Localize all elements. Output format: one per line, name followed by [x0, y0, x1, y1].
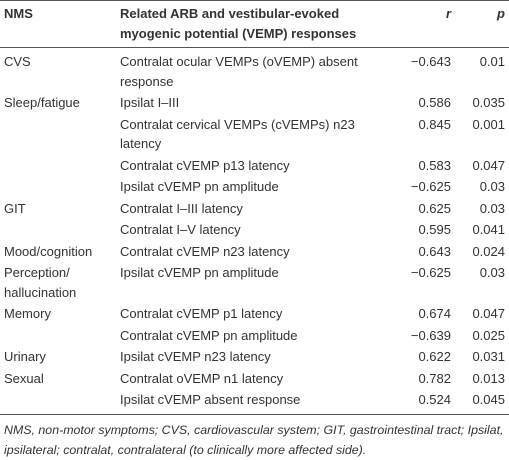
r-value-cell: −0.625 [410, 265, 451, 280]
response-cell: Contralat cVEMP n23 latency [120, 243, 290, 259]
p-value-cell: 0.031 [472, 349, 505, 364]
nms-cell: Mood/cognition [4, 243, 93, 259]
nms-cell: GIT [4, 200, 26, 216]
r-value-cell: −0.625 [410, 179, 451, 194]
response-cell: Ipsilat cVEMP n23 latency [120, 349, 271, 364]
nms-cell: CVS [4, 54, 31, 69]
table-row: Ipsilat cVEMP absent response 0.524 0.045 [0, 389, 509, 414]
nms-cell [0, 176, 116, 198]
p-value-cell: 0.024 [472, 243, 505, 259]
nms-cell: Sexual [4, 370, 44, 386]
results-table: NMS Related ARB and vestibular-evoked myo… [0, 0, 509, 415]
r-value-cell: 0.643 [418, 243, 451, 259]
nms-cell [0, 155, 116, 177]
nms-cell: Urinary [4, 349, 46, 364]
response-cell: Contralat ocular VEMPs (oVEMP) absent re… [120, 54, 358, 89]
r-value-cell: 0.595 [418, 222, 451, 237]
response-cell: Contralat cVEMP p13 latency [120, 157, 290, 173]
nms-cell: Sleep/fatigue [4, 95, 80, 110]
table-row: CVS Contralat ocular VEMPs (oVEMP) absent… [0, 48, 509, 93]
table-row: Contralat cervical VEMPs (cVEMPs) n23 la… [0, 114, 509, 155]
p-value-cell: 0.013 [472, 370, 505, 386]
r-value-cell: 0.583 [418, 157, 451, 173]
p-value-cell: 0.047 [472, 306, 505, 321]
p-value-cell: 0.001 [472, 116, 505, 132]
table-row: Contralat cVEMP p13 latency 0.583 0.047 [0, 155, 509, 177]
table-row: Mood/cognition Contralat cVEMP n23 latenc… [0, 241, 509, 263]
header-nms: NMS [0, 0, 116, 48]
table-row: Memory Contralat cVEMP p1 latency 0.674 0.0… [0, 303, 509, 325]
response-cell: Contralat cVEMP pn amplitude [120, 327, 298, 343]
nms-cell [0, 114, 116, 155]
p-value-cell: 0.01 [479, 54, 505, 69]
response-cell: Ipsilat cVEMP pn amplitude [120, 265, 279, 280]
response-cell: Contralat cVEMP p1 latency [120, 306, 283, 321]
p-value-cell: 0.047 [472, 157, 505, 173]
response-cell: Contralat cervical VEMPs (cVEMPs) n23 la… [120, 116, 355, 152]
r-value-cell: 0.524 [418, 392, 451, 407]
table-row: Contralat cVEMP pn amplitude −0.639 0.025 [0, 325, 509, 347]
table-row: Sleep/fatigue Ipsilat I–III 0.586 0.035 [0, 92, 509, 114]
table-row: Urinary Ipsilat cVEMP n23 latency 0.622 0.0… [0, 346, 509, 368]
r-value-cell: −0.639 [410, 327, 451, 343]
p-value-cell: 0.03 [479, 179, 505, 194]
response-cell: Contralat I–III latency [120, 200, 243, 216]
header-response: Related ARB and vestibular-evoked myogen… [116, 0, 399, 48]
header-row: NMS Related ARB and vestibular-evoked myo… [0, 0, 509, 48]
response-cell: Contralat oVEMP n1 latency [120, 370, 284, 386]
table-row: Perception/ hallucination Ipsilat cVEMP p… [0, 262, 509, 303]
r-value-cell: 0.782 [418, 370, 451, 386]
nms-cell [0, 219, 116, 241]
response-cell: Ipsilat I–III [120, 95, 180, 110]
p-value-cell: 0.035 [472, 95, 505, 110]
p-value-cell: 0.03 [479, 265, 505, 280]
r-value-cell: 0.622 [418, 349, 451, 364]
nms-cell: Perception/ hallucination [4, 265, 77, 300]
header-r-value: r [399, 0, 455, 48]
p-value-cell: 0.045 [472, 392, 505, 407]
p-value-cell: 0.03 [479, 200, 505, 216]
footnote: NMS, non-motor symptoms; CVS, cardiovasc… [4, 422, 504, 457]
table-row: Sexual Contralat oVEMP n1 latency 0.782 0.0… [0, 368, 509, 390]
p-value-cell: 0.025 [472, 327, 505, 343]
table-body: CVS Contralat ocular VEMPs (oVEMP) absent… [0, 48, 509, 415]
table-row: Ipsilat cVEMP pn amplitude −0.625 0.03 [0, 176, 509, 198]
table-row: GIT Contralat I–III latency 0.625 0.03 [0, 198, 509, 220]
response-cell: Ipsilat cVEMP absent response [120, 392, 301, 407]
response-cell: Ipsilat cVEMP pn amplitude [120, 179, 279, 194]
r-value-cell: 0.586 [418, 95, 451, 110]
header-p-value: p [455, 0, 509, 48]
r-value-cell: −0.643 [410, 54, 451, 69]
p-value-cell: 0.041 [472, 222, 505, 237]
nms-cell [0, 389, 116, 414]
nms-cell: Memory [4, 306, 51, 321]
r-value-cell: 0.674 [418, 306, 451, 321]
r-value-cell: 0.625 [418, 200, 451, 216]
response-cell: Contralat I–V latency [120, 222, 241, 237]
r-value-cell: 0.845 [418, 116, 451, 132]
nms-cell [0, 325, 116, 347]
table-row: Contralat I–V latency 0.595 0.041 [0, 219, 509, 241]
